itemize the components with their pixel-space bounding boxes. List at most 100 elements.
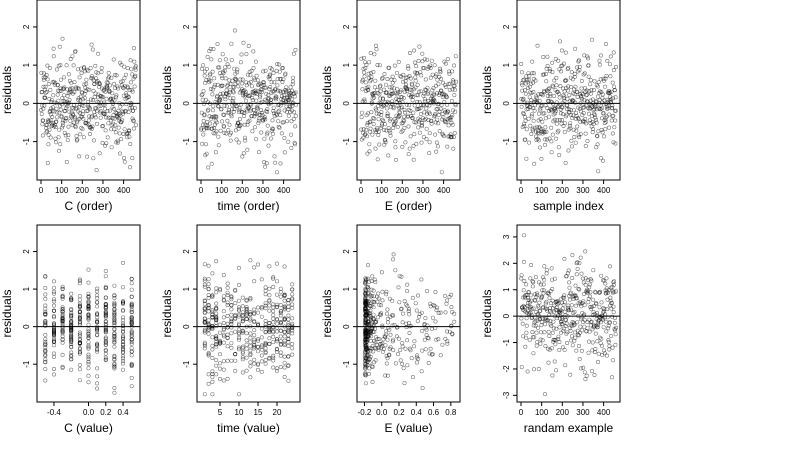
data-point	[583, 116, 588, 121]
data-point	[95, 304, 100, 309]
data-point	[564, 112, 569, 117]
data-point	[278, 302, 283, 307]
data-point	[129, 315, 134, 320]
data-point	[205, 54, 210, 59]
data-point	[210, 271, 215, 276]
data-point	[125, 135, 130, 140]
data-point	[361, 135, 366, 140]
data-point	[531, 280, 536, 285]
data-point	[112, 315, 117, 320]
y-axis-label: residuals	[320, 66, 334, 114]
data-point	[58, 107, 63, 112]
data-point	[113, 130, 118, 135]
x-axis-label: C (order)	[64, 199, 112, 213]
data-point	[218, 286, 223, 291]
data-point	[86, 366, 91, 371]
data-point	[77, 317, 82, 322]
data-point	[217, 65, 222, 70]
data-point	[585, 139, 590, 144]
data-point	[206, 165, 211, 170]
data-point	[129, 362, 134, 367]
data-point	[547, 67, 552, 72]
data-point	[240, 310, 245, 315]
data-point	[282, 338, 287, 343]
data-point	[248, 310, 253, 315]
data-point	[95, 296, 100, 301]
data-point	[439, 77, 444, 82]
data-point	[210, 335, 215, 340]
data-point	[252, 337, 257, 342]
data-point	[369, 334, 374, 339]
data-point	[397, 113, 402, 118]
data-point	[597, 62, 602, 67]
data-point	[419, 277, 424, 282]
data-point	[206, 302, 211, 307]
data-point	[51, 338, 56, 343]
data-point	[43, 303, 48, 308]
data-point	[43, 357, 48, 362]
data-point	[257, 89, 262, 94]
data-point	[379, 311, 384, 316]
data-point	[255, 321, 260, 326]
y-tick-label: -1	[502, 137, 511, 145]
data-point	[60, 315, 65, 320]
data-point	[607, 343, 612, 348]
data-point	[86, 68, 91, 73]
data-point	[384, 90, 389, 95]
data-point	[259, 90, 264, 95]
y-tick-label: -1	[342, 137, 351, 145]
data-point	[432, 63, 437, 68]
data-point	[51, 351, 56, 356]
data-point	[104, 115, 109, 120]
data-point	[57, 127, 62, 132]
data-point	[595, 94, 600, 99]
x-tick-label: 0.0	[376, 408, 388, 417]
data-point	[595, 323, 600, 328]
data-point	[122, 76, 127, 81]
data-point	[416, 314, 421, 319]
data-point	[106, 121, 111, 126]
y-axis-label: residuals	[480, 66, 494, 114]
data-point	[410, 116, 415, 121]
data-point	[65, 138, 70, 143]
data-point	[427, 351, 432, 356]
data-point	[546, 291, 551, 296]
data-point	[551, 319, 556, 324]
data-point	[219, 94, 224, 99]
data-point	[366, 319, 371, 324]
data-point	[361, 127, 366, 132]
data-point	[240, 346, 245, 351]
data-point	[539, 323, 544, 328]
data-point	[403, 346, 408, 351]
data-point	[86, 373, 91, 378]
data-point	[366, 71, 371, 76]
data-point	[522, 88, 527, 93]
data-point	[593, 331, 598, 336]
y-tick-label: -1	[182, 137, 191, 145]
x-tick-label: 0.6	[428, 408, 440, 417]
data-point	[112, 319, 117, 324]
data-point	[233, 358, 238, 363]
data-point	[210, 308, 215, 313]
data-point	[201, 132, 206, 137]
y-tick-label: -1	[22, 137, 31, 145]
data-point	[376, 345, 381, 350]
data-point	[228, 82, 233, 87]
data-point	[367, 60, 372, 65]
data-point	[125, 66, 130, 71]
data-point	[109, 145, 114, 150]
data-point	[566, 148, 571, 153]
data-point	[571, 127, 576, 132]
data-point	[420, 124, 425, 129]
data-point	[99, 95, 104, 100]
data-point	[578, 255, 583, 260]
data-point	[450, 309, 455, 314]
x-tick-label: 100	[55, 186, 69, 195]
data-point	[609, 118, 614, 123]
data-point	[51, 54, 56, 59]
data-point	[264, 161, 269, 166]
data-point	[549, 346, 554, 351]
data-point	[565, 340, 570, 345]
data-point	[375, 126, 380, 131]
